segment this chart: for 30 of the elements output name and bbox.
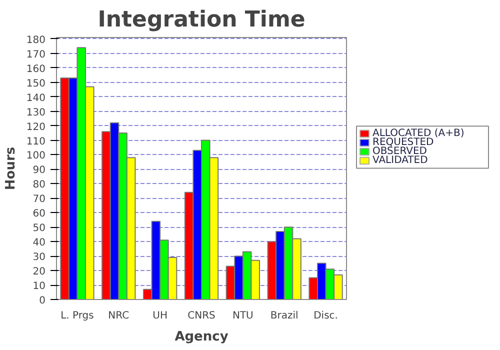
y-tick-label: 160: [26, 64, 46, 75]
y-tick-label: 0: [39, 296, 46, 306]
y-tick-label: 80: [32, 180, 46, 191]
y-tick-label: 90: [32, 165, 46, 176]
y-tick-label: 140: [26, 92, 46, 104]
y-tick-label: 10: [32, 281, 46, 292]
legend-label: VALIDATED: [372, 155, 428, 166]
y-tick-label: 70: [32, 194, 46, 206]
x-tick-label: L. Prgs: [60, 310, 94, 322]
y-tick-label: 110: [26, 136, 46, 148]
y-tick-label: 180: [26, 34, 46, 46]
y-tick-label: 120: [26, 122, 46, 133]
y-tick-label: 50: [32, 223, 46, 234]
y-axis-title: Hours: [3, 146, 18, 190]
x-tick-label: CNRS: [188, 310, 216, 322]
x-tick-label: Brazil: [270, 310, 298, 322]
x-tick-label: UH: [152, 310, 168, 322]
y-tick-label: 40: [32, 238, 46, 249]
y-tick-label: 170: [26, 49, 46, 60]
x-tick-label: NTU: [232, 310, 254, 322]
x-tick-label: Disc.: [314, 310, 338, 322]
y-tick-label: 30: [32, 252, 46, 264]
x-axis-title: Agency: [174, 330, 229, 344]
chart-title: Integration Time: [98, 8, 306, 32]
y-tick-label: 130: [26, 107, 46, 118]
y-tick-label: 60: [32, 208, 46, 220]
y-tick-label: 150: [26, 78, 46, 90]
x-tick-label: NRC: [108, 310, 130, 322]
y-tick-label: 20: [32, 266, 46, 278]
y-tick-label: 100: [26, 150, 46, 162]
